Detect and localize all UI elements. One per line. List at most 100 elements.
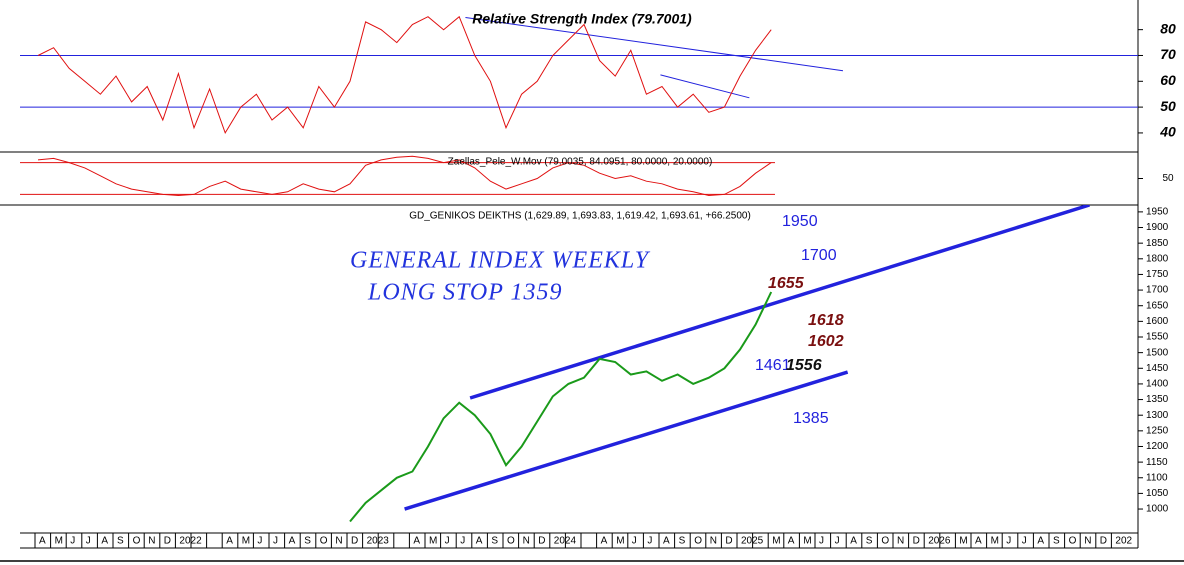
y-tick-label: 50	[1160, 98, 1176, 114]
x-tick-label: J	[1022, 536, 1027, 547]
x-tick-label: A	[289, 536, 296, 547]
x-tick-label: A	[601, 536, 608, 547]
x-tick-label: D	[164, 536, 171, 547]
x-tick-label: N	[335, 536, 342, 547]
y-tick-label: 1050	[1146, 488, 1169, 499]
series-line	[349, 291, 773, 523]
x-tick-label: A	[101, 536, 108, 547]
x-tick-label: J	[273, 536, 278, 547]
y-tick-label: 1100	[1146, 472, 1168, 483]
price-label: 1556	[786, 357, 822, 374]
x-tick-label: O	[881, 536, 889, 547]
y-tick-label: 1250	[1146, 425, 1169, 436]
price-label: 1461	[755, 357, 791, 374]
y-tick-label: 1850	[1146, 238, 1169, 249]
panel	[349, 205, 1090, 523]
x-tick-label: J	[70, 536, 75, 547]
y-tick-label: 1000	[1146, 504, 1169, 515]
price-label: 1655	[768, 275, 805, 292]
y-tick-label: 40	[1159, 124, 1176, 140]
x-tick-label: J	[460, 536, 465, 547]
x-tick-label: N	[148, 536, 155, 547]
x-tick-label: M	[616, 536, 624, 547]
x-tick-label: D	[351, 536, 358, 547]
x-tick-label: O	[1069, 536, 1077, 547]
x-tick-label: A	[788, 536, 795, 547]
x-tick-label: S	[1053, 536, 1060, 547]
price-label: 1602	[808, 333, 844, 350]
x-tick-label: A	[663, 536, 670, 547]
price-label: 1700	[801, 247, 837, 264]
handwritten-note: GENERAL INDEX WEEKLY	[350, 248, 651, 274]
x-tick-label: S	[491, 536, 498, 547]
x-tick-label: O	[320, 536, 328, 547]
y-tick-label: 1800	[1146, 253, 1169, 264]
x-tick-label: M	[429, 536, 437, 547]
panel	[20, 15, 1138, 135]
x-tick-label: N	[523, 536, 530, 547]
x-tick-label: A	[413, 536, 420, 547]
y-tick-label: 1950	[1146, 207, 1169, 218]
trend-line	[469, 205, 1090, 400]
y-tick-label: 50	[1162, 173, 1174, 184]
series-line	[37, 15, 772, 135]
x-tick-label: J	[632, 536, 637, 547]
price-label: 1385	[793, 410, 829, 427]
x-tick-label: M	[55, 536, 63, 547]
y-tick-label: 80	[1160, 20, 1176, 36]
x-tick-label: S	[304, 536, 311, 547]
x-tick-label: J	[257, 536, 262, 547]
x-tick-label: J	[835, 536, 840, 547]
x-tick-label: J	[819, 536, 824, 547]
x-tick-label: J	[445, 536, 450, 547]
price-label: 1618	[808, 312, 844, 329]
y-tick-label: 70	[1160, 46, 1176, 62]
x-tick-label: O	[694, 536, 702, 547]
x-tick-label: J	[647, 536, 652, 547]
x-tick-label: J	[86, 536, 91, 547]
x-tick-label: S	[866, 536, 873, 547]
y-tick-label: 1650	[1146, 300, 1169, 311]
y-tick-label: 1450	[1146, 363, 1169, 374]
x-tick-label: M	[991, 536, 999, 547]
y-tick-label: 1300	[1146, 410, 1169, 421]
price-label: 1950	[782, 213, 818, 230]
y-tick-label: 1350	[1146, 394, 1169, 405]
x-tick-label: N	[1084, 536, 1091, 547]
x-tick-label: M	[242, 536, 250, 547]
y-tick-label: 1550	[1146, 332, 1169, 343]
x-tick-label: S	[679, 536, 686, 547]
y-tick-label: 1400	[1146, 379, 1169, 390]
x-tick-label: D	[913, 536, 920, 547]
trend-line	[465, 17, 844, 72]
panel	[20, 155, 775, 197]
x-tick-label: A	[476, 536, 483, 547]
x-tick-label: M	[772, 536, 780, 547]
x-tick-label: M	[803, 536, 811, 547]
x-tick-label: M	[959, 536, 967, 547]
x-tick-label: N	[897, 536, 904, 547]
y-tick-label: 1700	[1146, 285, 1169, 296]
trend-line	[404, 370, 849, 511]
y-tick-label: 1200	[1146, 441, 1169, 452]
x-tick-label: A	[975, 536, 982, 547]
x-tick-label: A	[39, 536, 46, 547]
x-tick-label: N	[710, 536, 717, 547]
y-tick-label: 1900	[1146, 222, 1169, 233]
y-tick-label: 60	[1160, 72, 1176, 88]
y-tick-label: 1750	[1146, 269, 1169, 280]
panel-title: GD_GENIKOS DEIKTHS (1,629.89, 1,693.83, …	[409, 211, 751, 222]
x-tick-label: A	[1037, 536, 1044, 547]
panel-title: Relative Strength Index (79.7001)	[472, 11, 692, 27]
y-tick-label: 1150	[1146, 457, 1168, 468]
x-tick-label: D	[1100, 536, 1107, 547]
x-tick-label: 202	[1115, 536, 1132, 547]
x-tick-label: A	[850, 536, 857, 547]
x-tick-label: O	[507, 536, 515, 547]
x-tick-label: O	[133, 536, 141, 547]
y-tick-label: 1600	[1146, 316, 1169, 327]
x-tick-label: J	[1006, 536, 1011, 547]
series-line	[37, 155, 772, 197]
trend-line	[660, 74, 750, 99]
